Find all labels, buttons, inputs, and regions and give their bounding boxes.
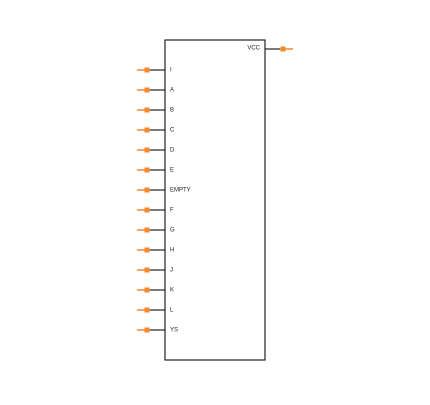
pin-end (144, 147, 150, 153)
pin-label: D (170, 148, 175, 154)
pin-label: C (170, 128, 175, 134)
pin-end (144, 107, 150, 113)
pin-label: EMPTY (170, 188, 191, 194)
pin-end (144, 187, 150, 193)
pin-label: L (170, 308, 174, 314)
pin-end (144, 127, 150, 133)
pin-end (144, 267, 150, 273)
pin-label: VCC (247, 46, 260, 52)
pin-end (280, 46, 286, 52)
pin-end (144, 307, 150, 313)
pin-label: J (170, 268, 173, 274)
pin-label: H (170, 248, 174, 254)
pin-label: I (170, 68, 172, 74)
pin-end (144, 87, 150, 93)
pin-label: B (170, 108, 174, 114)
pin-end (144, 227, 150, 233)
pin-end (144, 67, 150, 73)
pin-end (144, 287, 150, 293)
pin-end (144, 327, 150, 333)
pin-end (144, 167, 150, 173)
pin-label: A (170, 88, 174, 94)
pin-label: YS (170, 328, 178, 334)
pin-label: G (170, 228, 175, 234)
pin-label: E (170, 168, 174, 174)
pin-label: K (170, 288, 174, 294)
component-body (164, 39, 266, 361)
pin-end (144, 247, 150, 253)
pin-label: F (170, 208, 174, 214)
pin-end (144, 207, 150, 213)
